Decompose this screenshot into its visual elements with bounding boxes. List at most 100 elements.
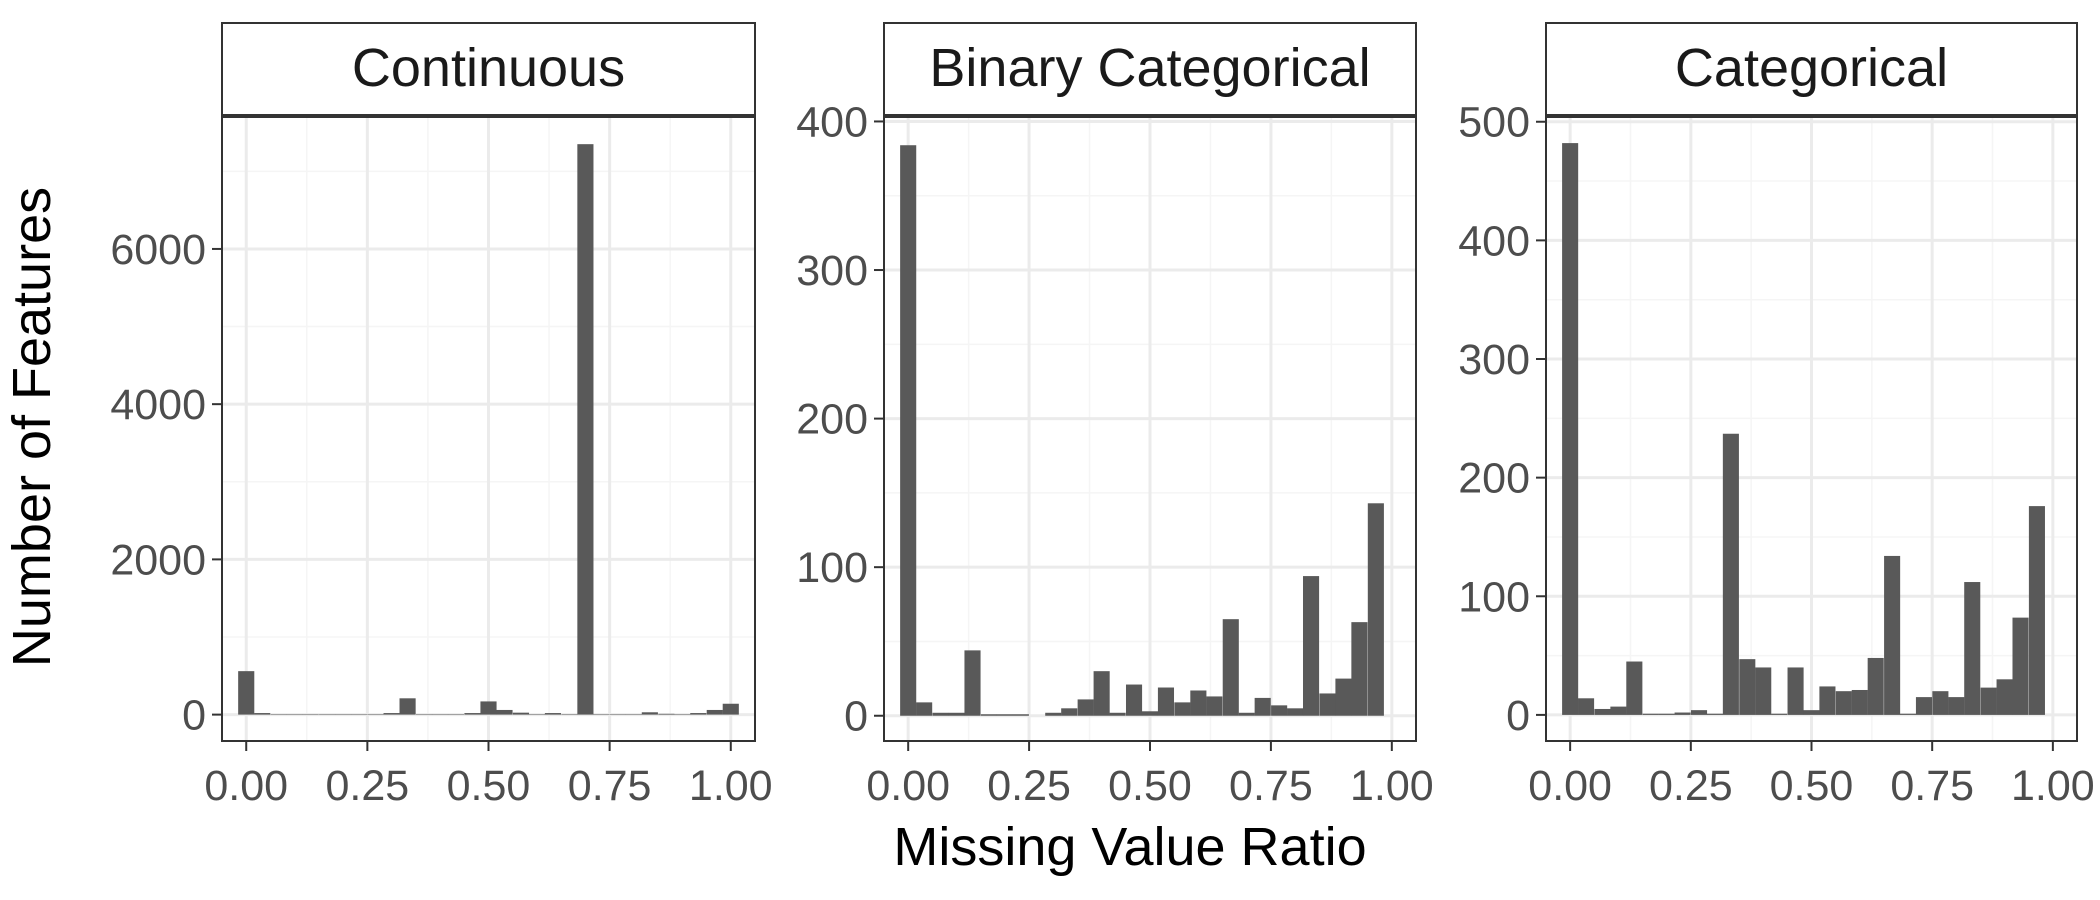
histogram-bar	[1739, 659, 1756, 715]
x-tick-label: 0.75	[1229, 762, 1313, 810]
histogram-bar	[1835, 691, 1852, 715]
histogram-bar	[1302, 576, 1320, 716]
histogram-bar	[996, 714, 1013, 716]
histogram-bar	[1851, 689, 1868, 715]
histogram-bar	[900, 145, 917, 716]
y-tick-label: 0	[1506, 692, 1530, 740]
panel-continuous: Continuous 0.00 0.25 0.50 0.75 1.00 0 2000 4000 6…	[110, 22, 773, 810]
histogram-bar	[1206, 696, 1223, 716]
histogram-bar	[658, 713, 675, 715]
x-tick-label: 1.00	[1350, 762, 1434, 810]
x-tick-label: 0.25	[1649, 762, 1733, 810]
histogram-bar	[1915, 697, 1933, 715]
histogram-bar	[1996, 679, 2013, 715]
histogram-bar	[1367, 503, 1384, 716]
y-tick-label: 500	[1458, 99, 1530, 147]
histogram-bar	[1803, 710, 1820, 715]
histogram-bar	[1174, 702, 1191, 716]
x-axis-title: Missing Value Ratio	[893, 817, 1366, 877]
histogram-bar	[270, 714, 287, 715]
histogram-bar	[577, 144, 594, 715]
histogram-bar	[512, 712, 530, 715]
histogram-bar	[496, 709, 513, 715]
histogram-bar	[238, 671, 255, 715]
histogram-bar	[1884, 555, 1901, 715]
y-tick-label: 100	[796, 544, 868, 592]
histogram-bar	[1157, 687, 1175, 716]
histogram-bar	[351, 714, 368, 715]
histogram-bar	[1626, 661, 1643, 715]
x-tick-label: 0.50	[447, 762, 531, 810]
histogram-bar	[1932, 691, 1949, 715]
facet-strip-label: Categorical	[1675, 38, 1948, 98]
histogram-bar	[1787, 667, 1804, 715]
histogram-bar	[1061, 708, 1078, 716]
histogram-bar	[335, 714, 352, 715]
histogram-bar	[2012, 617, 2029, 715]
x-tick-label: 0.25	[987, 762, 1071, 810]
histogram-bar	[1610, 706, 1627, 715]
histogram-bar	[544, 713, 562, 715]
y-tick-label: 100	[1458, 573, 1530, 621]
facet-strip	[221, 22, 756, 116]
histogram-bar	[625, 714, 642, 715]
histogram-bar	[1642, 713, 1659, 715]
histogram-bar	[1109, 712, 1126, 716]
histogram-bar	[1190, 690, 1207, 716]
histogram-bar	[916, 702, 933, 716]
histogram-bar	[1351, 622, 1368, 716]
histogram-bar	[1271, 705, 1288, 716]
histogram-bar	[964, 650, 981, 716]
histogram-bar	[1948, 697, 1965, 715]
histogram-bar	[1222, 619, 1239, 716]
histogram-bar	[415, 714, 433, 715]
histogram-bar	[383, 713, 400, 715]
histogram-bar	[480, 701, 497, 715]
histogram-bar	[1819, 686, 1836, 715]
histogram-bar	[593, 714, 610, 715]
histogram-bar	[1578, 698, 1595, 715]
y-axis-title: Number of Features	[2, 187, 62, 667]
x-tick-label: 0.25	[326, 762, 410, 810]
histogram-bar	[1867, 657, 1884, 715]
histogram-bar	[399, 698, 416, 715]
histogram-bar	[1093, 671, 1110, 716]
facet-strip-label: Continuous	[352, 38, 625, 98]
x-tick-label: 1.00	[2011, 762, 2095, 810]
histogram-bar	[286, 714, 303, 715]
histogram-bar	[1045, 712, 1062, 716]
histogram-bar	[1755, 667, 1772, 715]
panel-binary-categorical: Binary Categorical 0.00 0.25 0.50 0.75 1.00 0 1…	[796, 22, 1434, 810]
histogram-bar	[447, 714, 465, 715]
histogram-bar	[1690, 710, 1708, 715]
histogram-bar	[1722, 433, 1739, 715]
histogram-bar	[722, 703, 739, 715]
histogram-bar	[1771, 713, 1788, 715]
x-tick-label: 0.00	[204, 762, 288, 810]
histogram-bar	[464, 713, 481, 715]
facet-strip	[883, 22, 1417, 116]
x-tick-label: 1.00	[689, 762, 773, 810]
histogram-bar	[2028, 506, 2045, 715]
facet-strip	[1545, 22, 2078, 116]
histogram-bar	[1254, 697, 1271, 716]
histogram-bar	[1900, 713, 1917, 715]
x-tick-label: 0.00	[866, 762, 950, 810]
histogram-bar	[641, 712, 658, 715]
histogram-bar	[254, 713, 271, 715]
y-tick-label: 400	[1458, 217, 1530, 265]
histogram-bar	[1674, 712, 1691, 715]
histogram-bar	[980, 714, 998, 716]
histogram-bar	[431, 714, 449, 715]
histogram-bar	[528, 714, 546, 715]
histogram-bar	[561, 714, 578, 715]
x-tick-label: 0.00	[1528, 762, 1612, 810]
y-tick-label: 300	[796, 247, 868, 295]
y-tick-label: 2000	[110, 536, 206, 584]
histogram-bar	[948, 712, 965, 716]
facet-strip-label: Binary Categorical	[929, 38, 1370, 98]
x-tick-label: 0.50	[1108, 762, 1192, 810]
y-tick-label: 4000	[110, 381, 206, 429]
